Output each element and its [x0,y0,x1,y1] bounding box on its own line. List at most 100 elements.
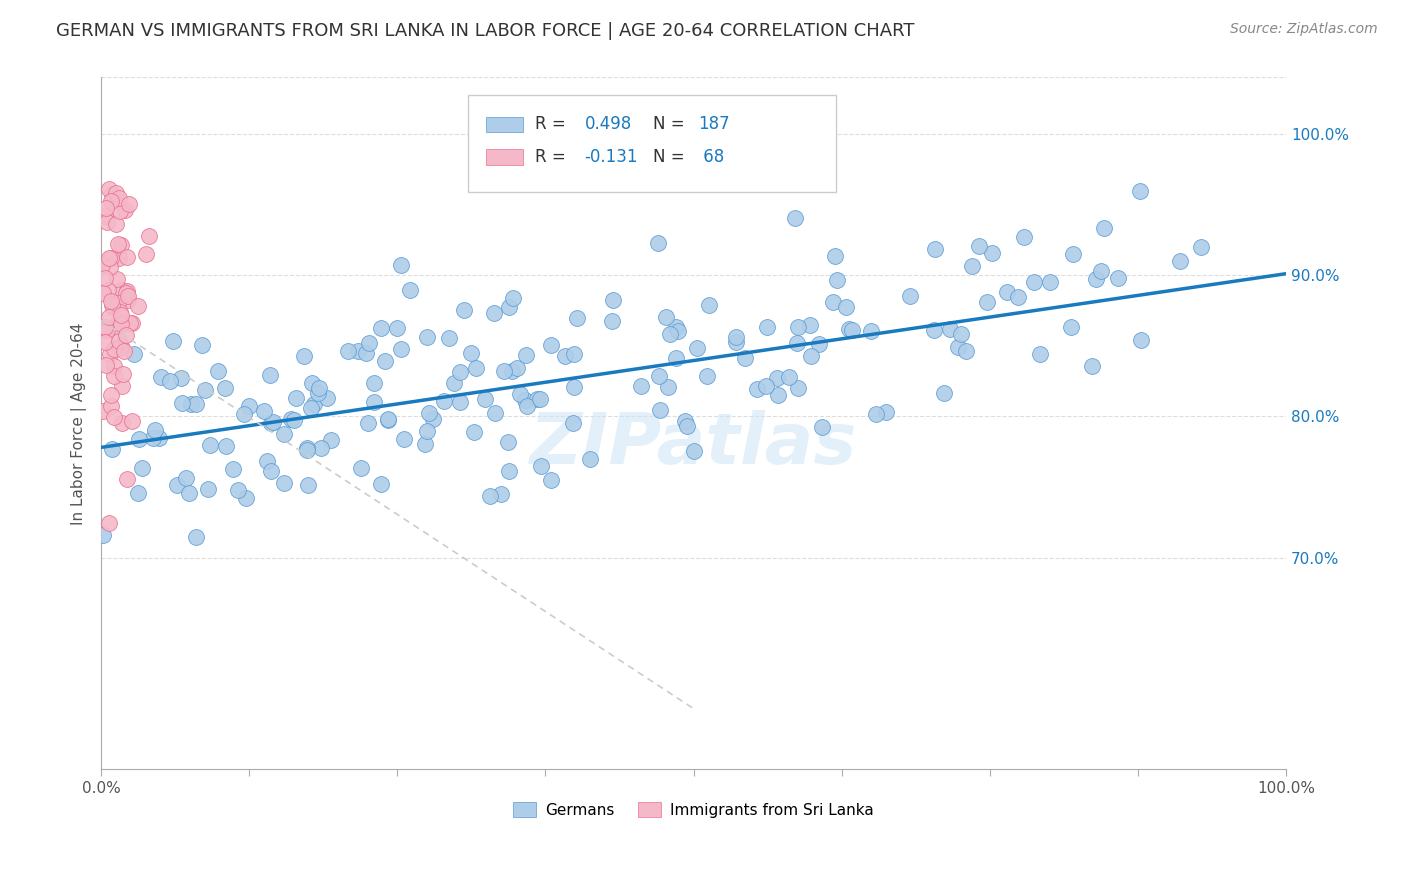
Y-axis label: In Labor Force | Age 20-64: In Labor Force | Age 20-64 [72,322,87,524]
Point [778,369,800,384]
Point [110,237,132,252]
Point [98,516,121,530]
Point [112,344,135,359]
Point [562,380,585,394]
Point [785,211,807,225]
Point [292,349,315,363]
Point [347,343,370,358]
Point [415,330,437,344]
Point [104,186,127,200]
Point [418,406,440,420]
Point [114,203,136,218]
Point [725,335,748,350]
Point [825,273,848,287]
Point [197,482,219,496]
Point [1084,272,1107,286]
Text: GERMAN VS IMMIGRANTS FROM SRI LANKA IN LABOR FORCE | AGE 20-64 CORRELATION CHART: GERMAN VS IMMIGRANTS FROM SRI LANKA IN L… [56,22,915,40]
Point [950,326,973,341]
Point [110,318,132,332]
Point [666,324,689,338]
Point [97,182,120,196]
Point [960,259,983,273]
Point [207,364,229,378]
Point [1092,221,1115,235]
Point [100,347,122,361]
Text: 68: 68 [699,148,724,166]
Point [121,316,143,330]
Point [108,204,131,219]
Point [513,393,536,408]
Point [824,249,846,263]
Point [422,412,444,426]
Point [554,350,576,364]
Point [363,376,385,390]
Point [191,338,214,352]
Point [115,250,138,264]
Point [110,316,132,330]
Point [648,369,671,384]
Point [105,218,128,232]
Point [194,383,217,397]
Point [387,321,409,335]
Legend: Germans, Immigrants from Sri Lanka: Germans, Immigrants from Sri Lanka [508,796,880,824]
Point [898,289,921,303]
Point [117,293,139,308]
Point [149,369,172,384]
Text: Source: ZipAtlas.com: Source: ZipAtlas.com [1230,22,1378,37]
Point [498,464,520,478]
Point [172,396,194,410]
Point [97,310,120,325]
Point [786,381,808,395]
Point [97,251,120,265]
Point [180,397,202,411]
Point [389,342,412,356]
Point [100,260,122,275]
Point [394,432,416,446]
Point [665,351,688,365]
Point [1024,276,1046,290]
Point [509,387,531,401]
Point [516,399,538,413]
Point [665,320,688,334]
Point [865,407,887,421]
Point [399,283,422,297]
Point [377,412,399,426]
Point [673,414,696,428]
Point [1130,333,1153,347]
Point [502,291,524,305]
Point [449,365,471,379]
Point [443,376,465,391]
Point [474,392,496,406]
Point [565,311,588,326]
Point [811,420,834,434]
Point [111,416,134,430]
Point [530,458,553,473]
Point [922,323,945,337]
Point [308,381,330,395]
Point [135,247,157,261]
Point [96,215,118,229]
Point [838,322,860,336]
Point [821,295,844,310]
Point [976,294,998,309]
Point [259,464,281,478]
Point [222,462,245,476]
Point [1014,230,1036,244]
FancyBboxPatch shape [486,149,523,165]
Point [91,528,114,542]
Point [118,317,141,331]
Point [131,461,153,475]
Point [122,347,145,361]
Point [449,394,471,409]
Point [498,300,520,314]
Point [1039,276,1062,290]
Point [253,404,276,418]
Point [734,351,756,366]
Point [103,409,125,424]
FancyBboxPatch shape [468,95,835,192]
Point [319,433,342,447]
Point [103,342,125,356]
Point [630,379,652,393]
Point [1029,347,1052,361]
Point [439,331,461,345]
